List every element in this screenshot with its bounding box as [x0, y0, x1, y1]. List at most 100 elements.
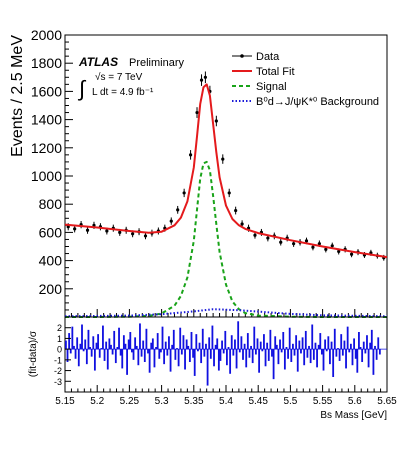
residual-bar [234, 339, 236, 350]
residual-bar [317, 344, 320, 350]
data-point [311, 245, 315, 249]
residual-bar [114, 349, 117, 364]
residual-bar [197, 349, 199, 352]
main-series-layer [64, 71, 388, 318]
data-point [221, 157, 225, 161]
residual-bar [351, 349, 354, 366]
residual-bar [174, 349, 177, 360]
legend-entry-total-fit: Total Fit [232, 66, 295, 78]
residual-bar [367, 349, 370, 368]
residual-bar [214, 344, 217, 350]
residual-bar [145, 328, 148, 350]
residual-bar [105, 341, 108, 350]
legend-label-total-fit: Total Fit [256, 66, 295, 78]
residual-bar [176, 348, 178, 350]
legend-label-background: B⁰d→J/ψK*⁰ Background [256, 96, 379, 108]
residual-y-tick-label: -3 [54, 377, 62, 387]
residual-bar [325, 349, 328, 352]
residual-bar [180, 349, 183, 355]
residual-bar [263, 334, 265, 350]
main-y-tick-label: 1000 [31, 168, 62, 184]
residual-bar [98, 349, 101, 358]
residual-bar [169, 349, 172, 372]
energy-label: √s = 7 TeV [95, 71, 143, 83]
residual-bar [319, 333, 322, 350]
residual-bar [358, 332, 360, 350]
x-tick-label: 5.3 [155, 396, 169, 407]
residual-bar [137, 349, 140, 366]
residual-bar [283, 349, 286, 370]
residual-bar [298, 340, 301, 350]
residual-bar [324, 339, 327, 350]
residual-bar [279, 339, 281, 350]
residual-bar [172, 329, 175, 350]
residual-bar [190, 332, 193, 350]
residual-bar [364, 349, 367, 354]
residual-bar [238, 349, 241, 353]
residual-bar [131, 349, 133, 353]
residual-bar [378, 349, 381, 355]
residual-bar [132, 349, 135, 360]
residual-bar [277, 349, 280, 365]
residual-bars [65, 321, 387, 386]
residual-bar [377, 337, 380, 350]
residual-bar [274, 336, 277, 350]
residual-bar [159, 349, 162, 353]
data-point [214, 119, 218, 123]
x-tick-label: 5.25 [120, 396, 140, 407]
legend-entry-data: Data [232, 51, 280, 63]
residual-bar [253, 326, 256, 350]
residual-bar [259, 341, 262, 350]
residual-bar [158, 349, 161, 359]
residual-bar [185, 339, 188, 350]
residual-bar [341, 349, 344, 356]
residual-bar [168, 336, 170, 350]
data-point [105, 229, 109, 233]
residual-bar [366, 335, 368, 350]
residual-bar [267, 349, 270, 361]
residual-bar [100, 348, 103, 350]
residual-bar [333, 328, 336, 350]
residual-bar [361, 349, 364, 362]
residual-bar [93, 349, 96, 371]
residual-bar [353, 338, 355, 350]
residual-bar [362, 341, 365, 350]
data-point [169, 219, 173, 223]
residual-bar [184, 349, 186, 370]
residual-bar [375, 349, 378, 360]
legend-entry-signal: Signal [232, 81, 287, 93]
main-y-tick-label: 600 [39, 224, 63, 240]
residual-bar [127, 339, 130, 350]
data-point [73, 227, 77, 231]
residual-bar [251, 349, 254, 364]
residual-bar [332, 349, 335, 377]
residual-bar [316, 349, 318, 368]
residual-bar [71, 326, 74, 350]
residual-bar [314, 342, 317, 350]
residual-y-tick-label: 1 [57, 334, 62, 344]
residual-bar [116, 347, 119, 350]
integral-sign: ∫ [77, 76, 87, 101]
residual-bar [135, 345, 138, 350]
residual-bar [295, 335, 298, 350]
residual-bar [205, 343, 207, 350]
residual-bar [163, 349, 166, 365]
x-tick-label: 5.65 [377, 396, 397, 407]
residual-bar [200, 349, 203, 364]
data-point [227, 191, 231, 195]
residual-bar [113, 330, 116, 350]
data-point [266, 236, 270, 240]
residual-bar [285, 347, 288, 350]
residual-bar [354, 349, 357, 359]
residual-bar [198, 342, 201, 350]
residual-bar [148, 349, 151, 373]
residual-bar [345, 349, 347, 369]
x-tick-label: 5.55 [313, 396, 333, 407]
legend-entry-background: B⁰d→J/ψK*⁰ Background [232, 96, 379, 108]
residual-bar [110, 344, 112, 350]
series-total-fit-line [64, 83, 388, 259]
atlas-label: ATLAS [78, 55, 118, 69]
residual-bar [118, 327, 120, 350]
residual-bar [348, 349, 351, 353]
main-y-tick-label: 400 [39, 253, 63, 269]
